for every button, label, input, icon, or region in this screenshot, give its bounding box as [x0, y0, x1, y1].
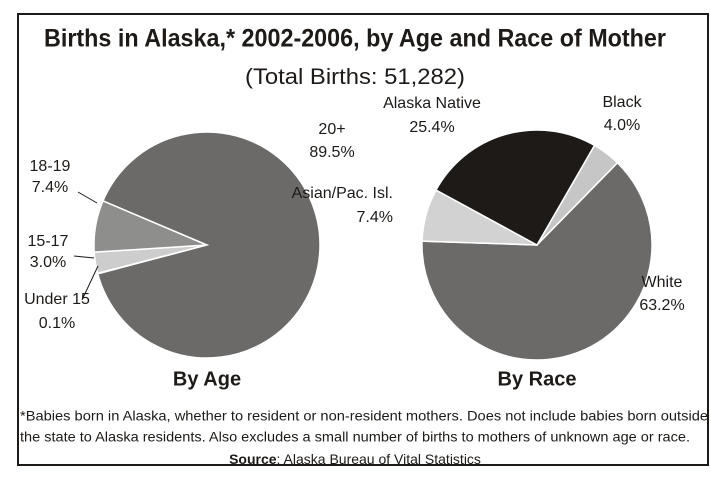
- slice-value-label: 7.4%: [357, 209, 393, 226]
- slice-value-label: 89.5%: [309, 144, 354, 161]
- source: Source: Alaska Bureau of Vital Statistic…: [229, 451, 481, 467]
- footnote: *Babies born in Alaska, whether to resid…: [20, 408, 708, 424]
- pie-title: By Age: [173, 368, 241, 390]
- slice-value-label: 3.0%: [30, 254, 66, 271]
- leader-line: [81, 265, 99, 301]
- slice-value-label: 7.4%: [32, 179, 68, 196]
- chart-subtitle: (Total Births: 51,282): [245, 64, 465, 89]
- slice-label: Asian/Pac. Isl.: [292, 185, 393, 202]
- pie-slice: [96, 131, 321, 359]
- slice-value-label: 25.4%: [409, 119, 454, 136]
- slice-value-label: 63.2%: [639, 297, 684, 314]
- slice-value-label: 4.0%: [604, 117, 640, 134]
- leader-line: [77, 191, 98, 204]
- slice-label: 18-19: [30, 158, 71, 175]
- pie-title: By Race: [498, 368, 577, 390]
- slice-label: Alaska Native: [383, 95, 481, 112]
- pie-slice: [421, 161, 653, 361]
- slice-label: Black: [602, 94, 642, 111]
- slice-label: White: [642, 274, 683, 291]
- source-label: Source: [229, 451, 277, 467]
- pie-slice: [434, 129, 596, 247]
- footnote: the state to Alaska residents. Also excl…: [20, 429, 690, 445]
- slice-label: Under 15: [24, 291, 90, 308]
- source-text: : Alaska Bureau of Vital Statistics: [277, 451, 481, 467]
- slice-value-label: 0.1%: [39, 315, 75, 332]
- slice-label: 20+: [318, 121, 345, 138]
- chart-title: Births in Alaska,* 2002-2006, by Age and…: [44, 25, 666, 53]
- leader-line: [73, 255, 95, 259]
- slice-label: 15-17: [28, 233, 69, 250]
